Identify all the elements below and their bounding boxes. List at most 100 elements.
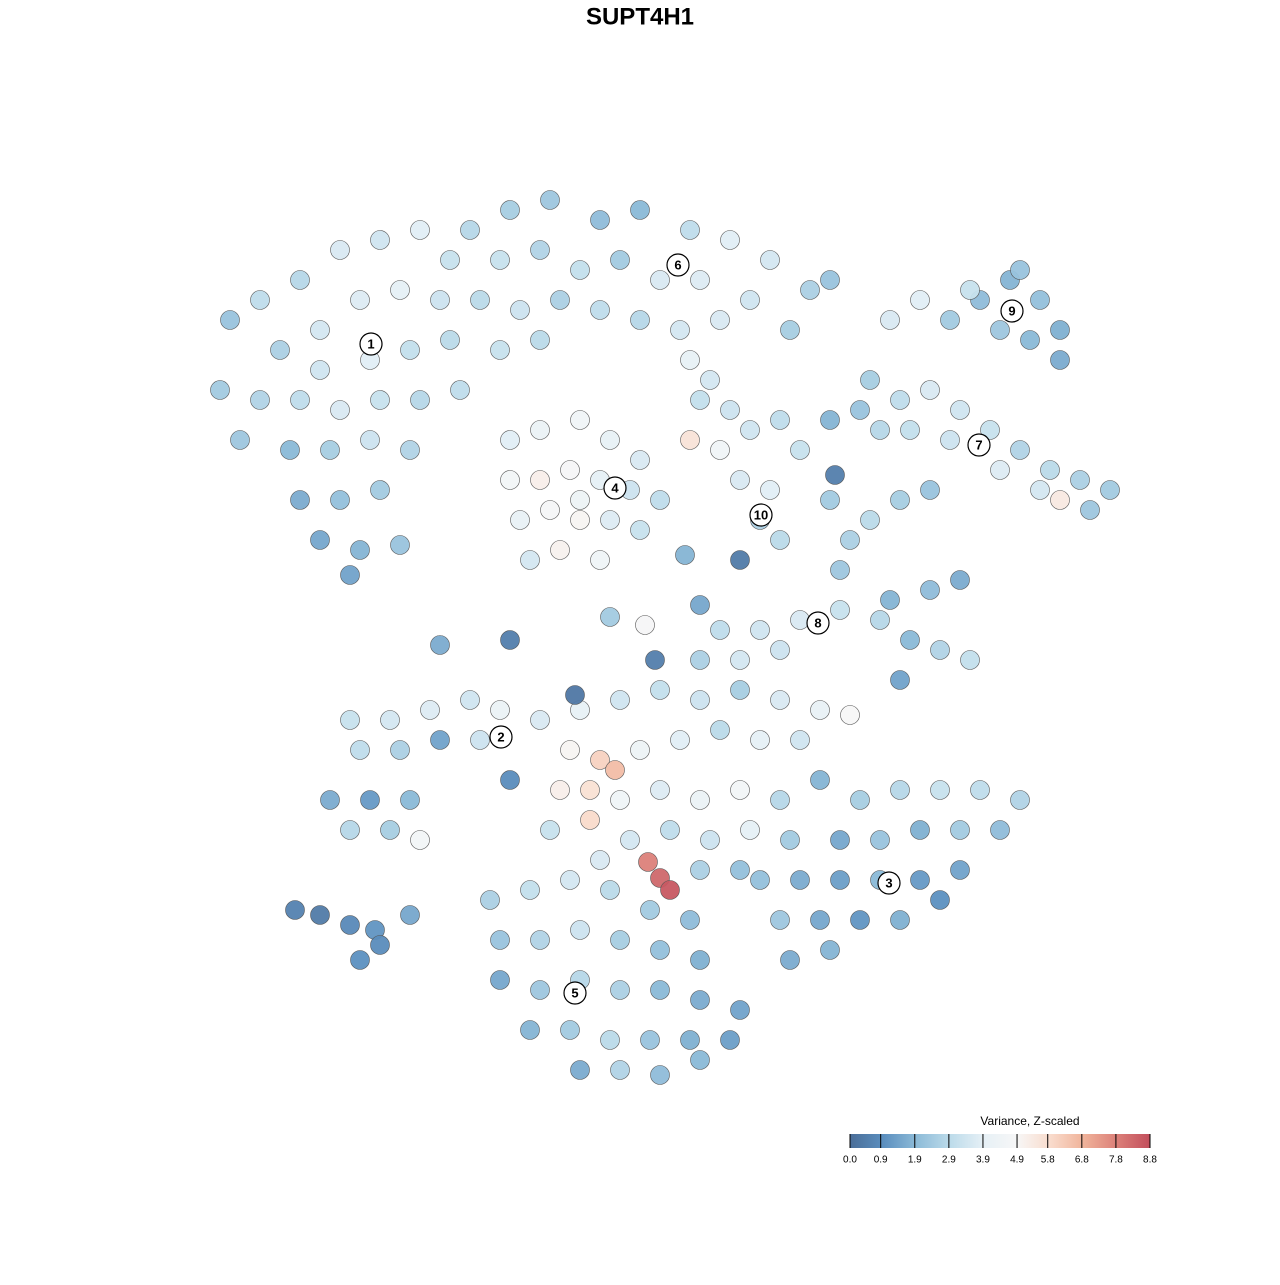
point: [850, 400, 870, 420]
point: [540, 190, 560, 210]
point: [370, 390, 390, 410]
point: [780, 950, 800, 970]
point: [650, 490, 670, 510]
point: [690, 950, 710, 970]
point: [250, 390, 270, 410]
cluster-label: 1: [367, 336, 374, 351]
point: [730, 1000, 750, 1020]
colorbar-tick-label: 5.8: [1041, 1155, 1055, 1166]
point: [790, 730, 810, 750]
point: [340, 915, 360, 935]
point: [690, 595, 710, 615]
point: [1010, 260, 1030, 280]
point: [710, 310, 730, 330]
point: [400, 340, 420, 360]
point: [680, 910, 700, 930]
point: [870, 830, 890, 850]
point: [370, 230, 390, 250]
point: [1070, 470, 1090, 490]
point: [690, 860, 710, 880]
point: [570, 410, 590, 430]
cluster-marker: [563, 981, 587, 1005]
point: [800, 280, 820, 300]
point: [650, 1065, 670, 1085]
point: [610, 250, 630, 270]
point: [230, 430, 250, 450]
colorbar-tick-label: 4.9: [1010, 1155, 1024, 1166]
point: [650, 780, 670, 800]
point: [490, 340, 510, 360]
point: [490, 250, 510, 270]
point: [820, 940, 840, 960]
point: [530, 330, 550, 350]
cluster-label: 3: [885, 875, 892, 890]
point: [610, 790, 630, 810]
point: [560, 1020, 580, 1040]
point: [750, 870, 770, 890]
point: [590, 550, 610, 570]
point: [690, 650, 710, 670]
point: [1030, 290, 1050, 310]
point: [340, 710, 360, 730]
point: [650, 980, 670, 1000]
point: [1040, 460, 1060, 480]
cluster-marker: [806, 611, 830, 635]
point: [520, 550, 540, 570]
point: [740, 290, 760, 310]
cluster-label: 7: [975, 437, 982, 452]
point: [730, 550, 750, 570]
point: [880, 310, 900, 330]
point: [650, 680, 670, 700]
point: [690, 990, 710, 1010]
point: [340, 565, 360, 585]
point: [410, 830, 430, 850]
point: [540, 820, 560, 840]
point: [510, 300, 530, 320]
point: [370, 480, 390, 500]
point: [870, 420, 890, 440]
point: [950, 570, 970, 590]
point: [790, 610, 810, 630]
point: [700, 830, 720, 850]
point: [360, 790, 380, 810]
point: [430, 730, 450, 750]
chart-title: SUPT4H1: [586, 3, 694, 30]
point: [350, 540, 370, 560]
point: [830, 870, 850, 890]
point: [990, 460, 1010, 480]
point: [430, 635, 450, 655]
cluster-marker: [877, 871, 901, 895]
point: [960, 280, 980, 300]
point: [310, 905, 330, 925]
point: [670, 730, 690, 750]
point: [730, 780, 750, 800]
point: [990, 320, 1010, 340]
point: [630, 520, 650, 540]
point: [470, 730, 490, 750]
colorbar-tick-label: 2.9: [942, 1155, 956, 1166]
point: [480, 890, 500, 910]
points: [210, 190, 1120, 1085]
point: [850, 790, 870, 810]
point: [430, 290, 450, 310]
point: [320, 790, 340, 810]
point: [750, 730, 770, 750]
point: [310, 360, 330, 380]
point: [590, 850, 610, 870]
point: [940, 430, 960, 450]
point: [290, 390, 310, 410]
point: [600, 430, 620, 450]
colorbar-tick-label: 1.9: [908, 1155, 922, 1166]
point: [890, 390, 910, 410]
colorbar-tick-label: 0.0: [843, 1155, 857, 1166]
colorbar-tick-label: 6.8: [1075, 1155, 1089, 1166]
point: [330, 400, 350, 420]
point: [600, 510, 620, 530]
cluster-marker: [603, 476, 627, 500]
point: [680, 430, 700, 450]
point: [350, 290, 370, 310]
point: [530, 980, 550, 1000]
point: [460, 220, 480, 240]
point: [370, 935, 390, 955]
point: [950, 860, 970, 880]
